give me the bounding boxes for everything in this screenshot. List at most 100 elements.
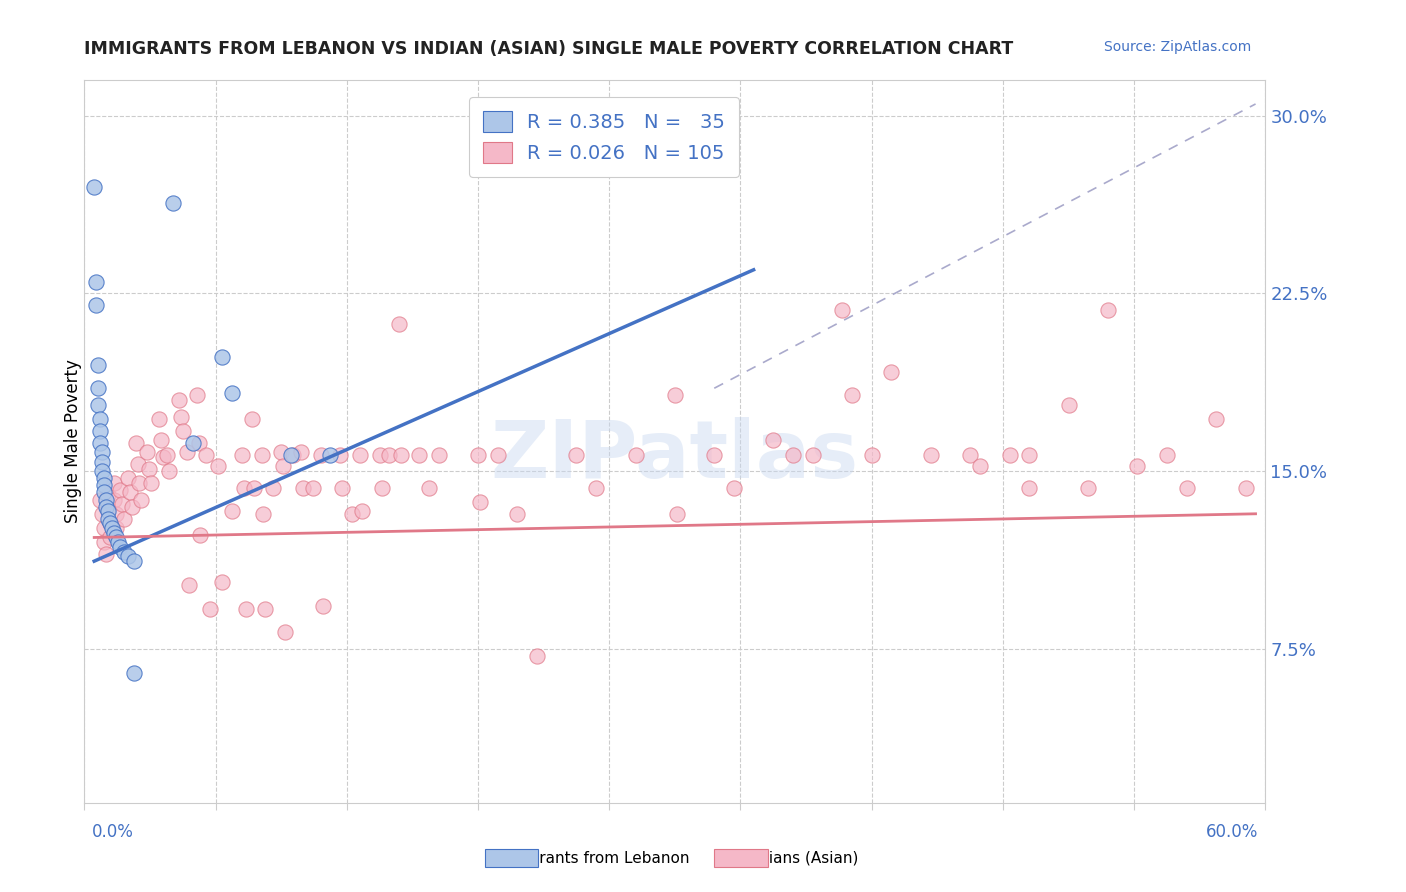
- Point: [103, 525, 125, 540]
- Point: [89, 412, 111, 426]
- Point: [221, 386, 243, 401]
- Point: [1077, 481, 1099, 495]
- Point: [841, 388, 863, 402]
- Point: [118, 485, 141, 500]
- Point: [103, 492, 125, 507]
- Point: [87, 358, 110, 372]
- Point: [108, 483, 131, 497]
- Point: [97, 511, 120, 525]
- Point: [262, 481, 284, 495]
- Point: [252, 507, 274, 521]
- Point: [240, 412, 263, 426]
- Point: [122, 665, 145, 680]
- Point: [152, 450, 174, 464]
- Point: [124, 435, 146, 450]
- Point: [103, 475, 125, 490]
- Point: [329, 448, 352, 462]
- Point: [664, 388, 686, 402]
- Point: [427, 448, 450, 462]
- Point: [350, 504, 373, 518]
- Point: [418, 481, 440, 495]
- Point: [1234, 481, 1257, 495]
- Point: [91, 445, 114, 459]
- Point: [349, 448, 371, 462]
- Text: Indians (Asian): Indians (Asian): [745, 851, 858, 865]
- Point: [177, 578, 200, 592]
- Point: [93, 478, 115, 492]
- Point: [190, 528, 212, 542]
- Point: [467, 448, 489, 462]
- Point: [624, 448, 647, 462]
- Point: [112, 511, 135, 525]
- Point: [969, 459, 991, 474]
- Point: [93, 471, 115, 485]
- Point: [107, 535, 129, 549]
- Text: IMMIGRANTS FROM LEBANON VS INDIAN (ASIAN) SINGLE MALE POVERTY CORRELATION CHART: IMMIGRANTS FROM LEBANON VS INDIAN (ASIAN…: [84, 40, 1014, 58]
- Point: [97, 502, 120, 516]
- Point: [723, 481, 745, 495]
- Point: [665, 507, 688, 521]
- Point: [1057, 398, 1080, 412]
- Point: [221, 504, 243, 518]
- Point: [271, 459, 294, 474]
- Point: [170, 409, 193, 424]
- Point: [157, 464, 180, 478]
- Point: [93, 485, 115, 500]
- Point: [250, 448, 273, 462]
- Point: [98, 516, 121, 531]
- Point: [782, 448, 804, 462]
- Point: [211, 351, 233, 365]
- Point: [195, 448, 218, 462]
- Point: [117, 471, 139, 485]
- Point: [242, 481, 264, 495]
- Point: [104, 521, 127, 535]
- Point: [98, 516, 121, 531]
- Point: [270, 445, 292, 459]
- Point: [97, 488, 120, 502]
- Point: [93, 521, 115, 535]
- Point: [104, 531, 127, 545]
- Point: [831, 303, 853, 318]
- Point: [281, 448, 304, 462]
- Point: [136, 445, 159, 459]
- Point: [319, 448, 342, 462]
- Point: [920, 448, 942, 462]
- Point: [389, 448, 412, 462]
- Point: [89, 435, 111, 450]
- Point: [94, 500, 117, 514]
- Point: [368, 448, 391, 462]
- Point: [156, 448, 179, 462]
- Point: [1205, 412, 1227, 426]
- Point: [301, 481, 323, 495]
- Point: [148, 412, 170, 426]
- Point: [128, 475, 150, 490]
- Point: [585, 481, 607, 495]
- Point: [207, 459, 229, 474]
- Point: [187, 435, 209, 450]
- Text: Immigrants from Lebanon: Immigrants from Lebanon: [491, 851, 690, 865]
- Point: [138, 462, 160, 476]
- Point: [167, 393, 190, 408]
- Point: [162, 196, 184, 211]
- Point: [486, 448, 509, 462]
- Point: [703, 448, 725, 462]
- Point: [762, 434, 785, 448]
- Point: [98, 531, 121, 545]
- Point: [94, 492, 117, 507]
- Point: [84, 275, 107, 289]
- Point: [235, 601, 257, 615]
- Point: [388, 318, 411, 332]
- Point: [880, 365, 903, 379]
- Point: [89, 424, 111, 438]
- Point: [232, 481, 254, 495]
- Point: [131, 492, 153, 507]
- Point: [122, 554, 145, 568]
- Point: [370, 481, 392, 495]
- Point: [231, 448, 253, 462]
- Text: Source: ZipAtlas.com: Source: ZipAtlas.com: [1104, 40, 1251, 54]
- Point: [91, 464, 114, 478]
- Point: [176, 445, 198, 459]
- Point: [127, 457, 149, 471]
- Point: [87, 381, 110, 395]
- Point: [104, 507, 127, 521]
